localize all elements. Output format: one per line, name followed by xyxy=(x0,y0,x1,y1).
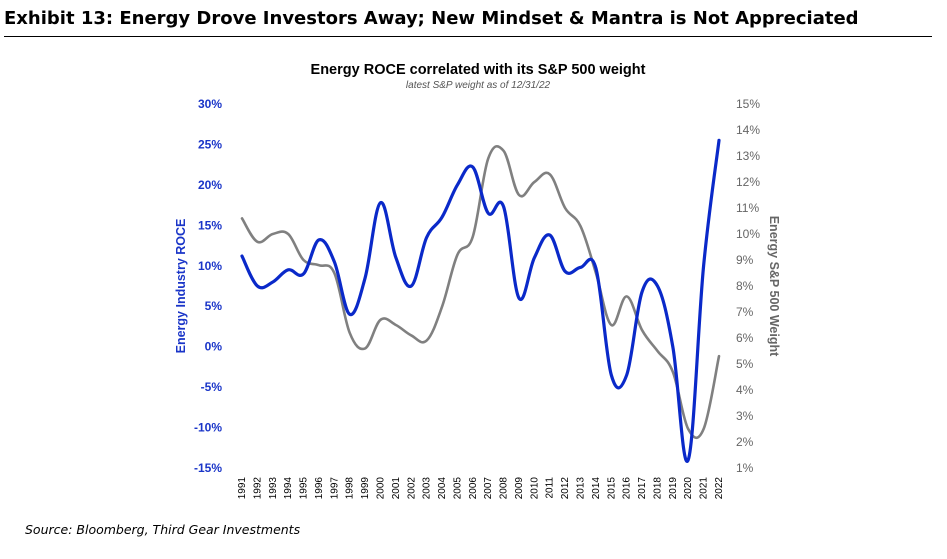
x-tick-label: 2003 xyxy=(422,477,433,500)
x-tick-label: 2009 xyxy=(514,477,525,500)
left-tick-label: 30% xyxy=(198,97,222,111)
x-tick-label: 2017 xyxy=(637,477,648,500)
left-tick-label: -15% xyxy=(194,461,222,475)
x-tick-label: 2021 xyxy=(699,477,710,500)
right-tick-label: 4% xyxy=(736,383,754,397)
left-tick-label: 0% xyxy=(205,340,223,354)
right-tick-label: 15% xyxy=(736,97,760,111)
chart-subtitle: latest S&P weight as of 12/31/22 xyxy=(406,80,551,91)
right-tick-label: 2% xyxy=(736,435,754,449)
x-tick-label: 1992 xyxy=(252,477,263,500)
right-tick-label: 12% xyxy=(736,175,760,189)
x-tick-label: 1991 xyxy=(237,477,248,500)
left-tick-label: 15% xyxy=(198,218,222,232)
x-tick-label: 2012 xyxy=(560,477,571,500)
right-axis-label: Energy S&P 500 Weight xyxy=(767,216,781,357)
left-tick-label: 5% xyxy=(205,299,223,313)
right-tick-label: 9% xyxy=(736,253,754,267)
exhibit-title: Exhibit 13: Energy Drove Investors Away;… xyxy=(4,8,859,29)
right-tick-label: 13% xyxy=(736,149,760,163)
x-tick-label: 1997 xyxy=(329,477,340,500)
source-note: Source: Bloomberg, Third Gear Investment… xyxy=(25,522,301,537)
right-tick-label: 1% xyxy=(736,461,754,475)
left-tick-label: -5% xyxy=(201,380,223,394)
x-tick-label: 2013 xyxy=(576,477,587,500)
x-tick-label: 2007 xyxy=(483,477,494,500)
x-tick-label: 2008 xyxy=(499,477,510,500)
title-divider xyxy=(4,36,932,37)
right-tick-label: 10% xyxy=(736,227,760,241)
right-tick-label: 8% xyxy=(736,279,754,293)
left-axis-ticks: 30% 25% 20% 15% 10% 5% 0% -5% -10% -15% xyxy=(194,97,222,475)
x-tick-label: 1999 xyxy=(360,477,371,500)
right-axis-ticks: 15% 14% 13% 12% 11% 10% 9% 8% 7% 6% 5% 4% 3% 2% 1% xyxy=(736,97,760,475)
x-tick-label: 2011 xyxy=(545,477,556,499)
x-tick-label: 2022 xyxy=(714,477,725,500)
x-tick-label: 2010 xyxy=(529,477,540,500)
x-tick-label: 2016 xyxy=(622,477,633,500)
right-tick-label: 7% xyxy=(736,305,754,319)
x-tick-label: 2019 xyxy=(668,477,679,500)
x-tick-label: 1995 xyxy=(299,477,310,500)
x-tick-label: 1993 xyxy=(268,477,279,500)
right-tick-label: 3% xyxy=(736,409,754,423)
x-tick-label: 2020 xyxy=(683,477,694,500)
x-tick-label: 2015 xyxy=(606,477,617,500)
chart-title: Energy ROCE correlated with its S&P 500 … xyxy=(311,62,646,78)
x-tick-label: 1996 xyxy=(314,477,325,500)
x-tick-label: 2000 xyxy=(375,477,386,500)
chart-series xyxy=(240,138,721,463)
x-tick-label: 2005 xyxy=(452,477,463,500)
x-tick-label: 2014 xyxy=(591,477,602,500)
right-tick-label: 14% xyxy=(736,123,760,137)
left-axis-label: Energy Industry ROCE xyxy=(174,219,188,354)
x-tick-label: 1994 xyxy=(283,477,294,500)
right-tick-label: 6% xyxy=(736,331,754,345)
left-tick-label: -10% xyxy=(194,421,222,435)
x-tick-label: 2018 xyxy=(652,477,663,500)
x-tick-label: 2002 xyxy=(406,477,417,500)
x-tick-label: 2006 xyxy=(468,477,479,500)
x-axis-ticks: 1991 1992 1993 1994 1995 1996 1997 1998 1999 2000… xyxy=(237,477,725,500)
x-tick-label: 2004 xyxy=(437,477,448,500)
right-tick-label: 5% xyxy=(736,357,754,371)
x-tick-label: 1998 xyxy=(345,477,356,500)
right-tick-label: 11% xyxy=(736,201,759,215)
x-tick-label: 2001 xyxy=(391,477,402,500)
left-tick-label: 10% xyxy=(198,259,222,273)
left-tick-label: 25% xyxy=(198,137,222,151)
roce-line xyxy=(240,138,721,463)
left-tick-label: 20% xyxy=(198,178,222,192)
